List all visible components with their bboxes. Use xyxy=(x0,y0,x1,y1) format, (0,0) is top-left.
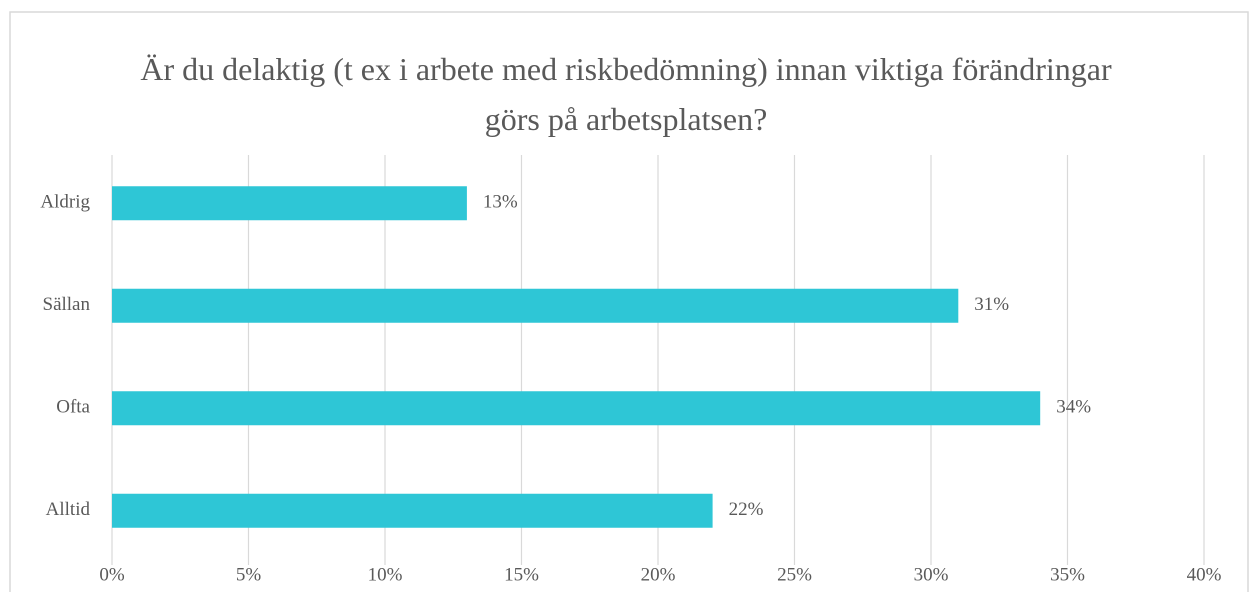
data-label: 34% xyxy=(1056,397,1091,418)
bar xyxy=(112,288,959,323)
y-tick-label: Alltid xyxy=(46,499,91,520)
x-tick-label: 0% xyxy=(99,564,125,585)
x-tick-label: 5% xyxy=(236,564,262,585)
y-tick-label: Ofta xyxy=(56,397,90,418)
chart-title: Är du delaktig (t ex i arbete med riskbe… xyxy=(140,51,1112,137)
bar xyxy=(112,493,713,528)
x-tick-label: 20% xyxy=(641,564,676,585)
y-tick-label: Aldrig xyxy=(40,192,90,213)
bar xyxy=(112,186,467,221)
x-tick-label: 15% xyxy=(504,564,539,585)
data-label: 31% xyxy=(974,294,1009,315)
data-label: 13% xyxy=(483,192,518,213)
x-tick-label: 35% xyxy=(1050,564,1085,585)
x-tick-label: 10% xyxy=(368,564,403,585)
x-tick-label: 25% xyxy=(777,564,812,585)
bar xyxy=(112,391,1041,426)
x-tick-label: 30% xyxy=(914,564,949,585)
x-tick-label: 40% xyxy=(1187,564,1222,585)
data-label: 22% xyxy=(729,499,764,520)
y-tick-label: Sällan xyxy=(43,294,91,315)
chart-border xyxy=(9,11,1249,592)
